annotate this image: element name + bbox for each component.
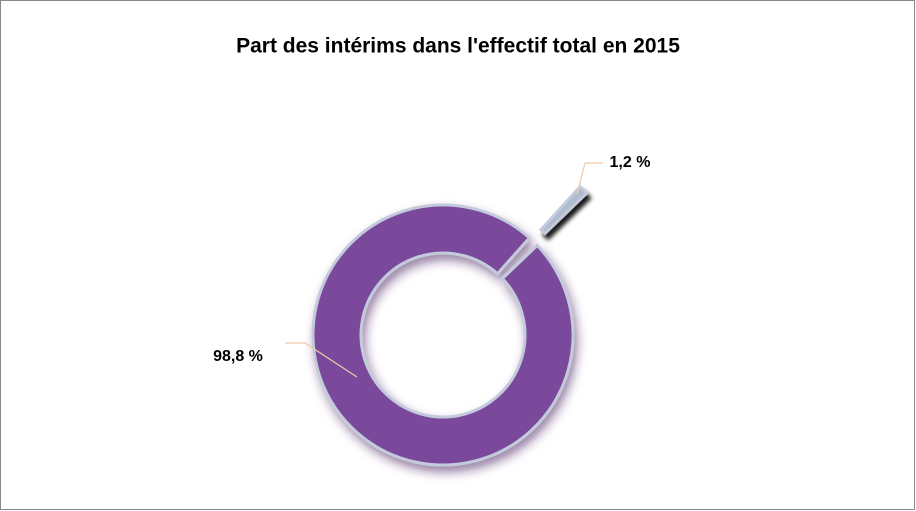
leader-line xyxy=(576,162,603,196)
leader-line xyxy=(285,342,358,378)
chart-title: Part des intérims dans l'effectif total … xyxy=(236,35,680,58)
plot: 98,8 % 1,2 % xyxy=(213,154,651,467)
data-label: 98,8 % xyxy=(213,348,263,365)
data-label: 1,2 % xyxy=(610,154,651,171)
donut-slice xyxy=(311,203,575,467)
donut-slice xyxy=(538,184,589,236)
